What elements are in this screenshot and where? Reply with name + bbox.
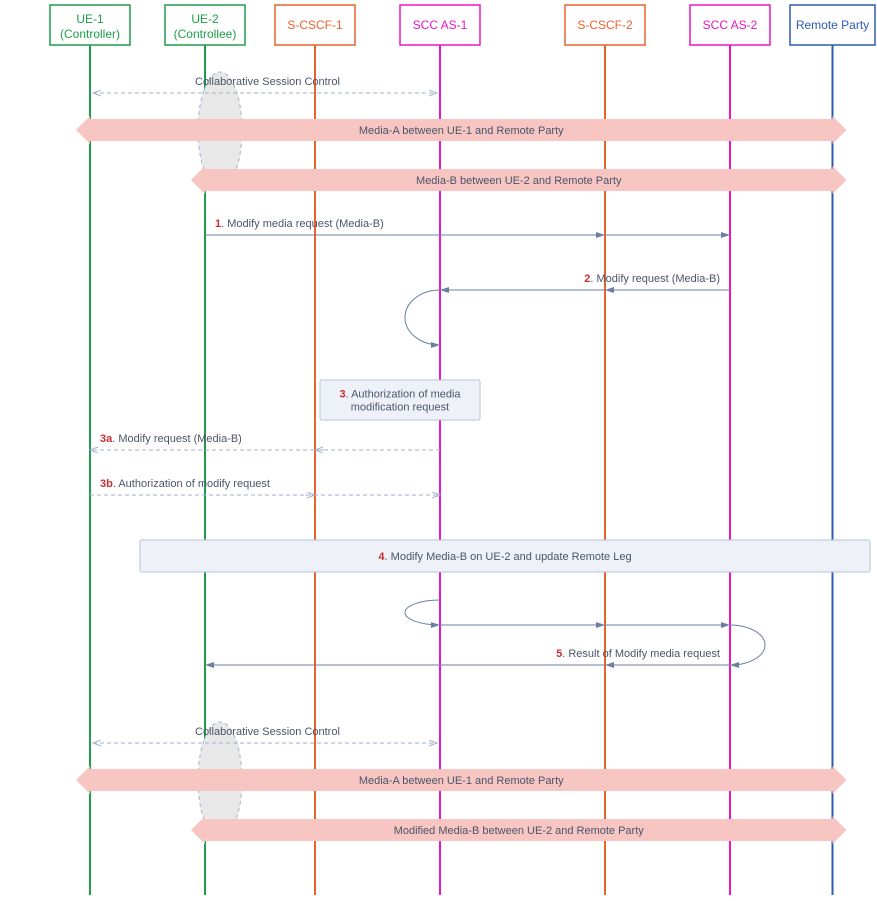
actor-sublabel: (Controllee) xyxy=(174,27,237,41)
actor-sublabel: (Controller) xyxy=(60,27,120,41)
media-flow-label: Media-B between UE-2 and Remote Party xyxy=(416,175,622,187)
actor-label: UE-1 xyxy=(76,12,104,26)
message-label: 3b. Authorization of modify request xyxy=(100,478,270,490)
actor-label: UE-2 xyxy=(191,12,219,26)
sequence-diagram: Collaborative Session Control Collaborati… xyxy=(0,0,877,901)
collab-session-label: Collaborative Session Control xyxy=(195,726,340,738)
actor-label: SCC AS-2 xyxy=(703,18,758,32)
message-label: 1. Modify media request (Media-B) xyxy=(215,218,384,230)
media-flow-label: Media-A between UE-1 and Remote Party xyxy=(359,125,564,137)
actor-label: SCC AS-1 xyxy=(413,18,468,32)
message-label: 5. Result of Modify media request xyxy=(556,648,720,660)
message-label: 3a. Modify request (Media-B) xyxy=(100,433,242,445)
message-label: 2. Modify request (Media-B) xyxy=(584,273,720,285)
note-text: 4. Modify Media-B on UE-2 and update Rem… xyxy=(378,551,631,563)
media-flow-label: Modified Media-B between UE-2 and Remote… xyxy=(394,825,645,837)
actor-label: S-CSCF-1 xyxy=(287,18,343,32)
self-loop xyxy=(730,625,765,665)
self-loop xyxy=(405,290,440,345)
media-flow-label: Media-A between UE-1 and Remote Party xyxy=(359,775,564,787)
self-loop xyxy=(405,600,440,625)
note-text: 3. Authorization of mediamodification re… xyxy=(339,389,461,414)
actor-label: Remote Party xyxy=(796,18,869,32)
actor-label: S-CSCF-2 xyxy=(577,18,633,32)
collab-session-label: Collaborative Session Control xyxy=(195,76,340,88)
